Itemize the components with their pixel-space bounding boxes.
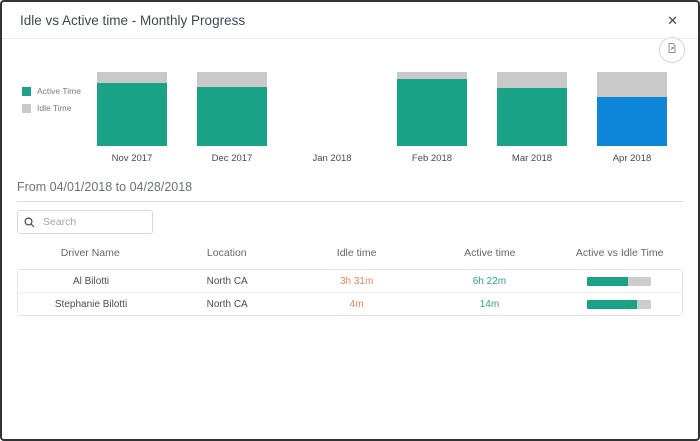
stacked-bar[interactable] xyxy=(197,72,267,146)
stacked-bar[interactable] xyxy=(597,72,667,146)
legend-item-active-time[interactable]: Active Time xyxy=(22,86,81,96)
active-vs-idle-cell xyxy=(556,299,682,309)
month-label: Mar 2018 xyxy=(511,153,553,164)
idle-time-segment[interactable] xyxy=(597,72,667,98)
close-icon[interactable]: ✕ xyxy=(667,12,678,28)
chart-legend: Active Time Idle Time xyxy=(22,86,81,120)
bar-group-dec-2017[interactable]: Dec 2017 xyxy=(182,72,282,164)
column-header-location: Location xyxy=(206,247,247,259)
stacked-bar xyxy=(297,72,367,146)
idle-time-segment[interactable] xyxy=(497,72,567,88)
month-label: Feb 2018 xyxy=(411,153,453,164)
monthly-progress-chart: Active Time Idle Time Nov 2017 Dec 2017 Ja… xyxy=(2,39,698,175)
stacked-bar[interactable] xyxy=(397,72,467,146)
idle-time-cell: 3h 31m xyxy=(339,275,374,287)
column-header-active-time: Active time xyxy=(464,247,516,259)
active-time-segment[interactable] xyxy=(397,78,467,146)
legend-label: Idle Time xyxy=(37,103,72,113)
bar-group-apr-2018[interactable]: Apr 2018 xyxy=(582,72,682,164)
month-label: Dec 2017 xyxy=(211,153,253,164)
table-header-row: Driver Name Location Idle time Active ti… xyxy=(17,245,683,261)
active-vs-idle-bar xyxy=(586,276,651,286)
search-box[interactable] xyxy=(17,210,153,234)
dialog-header: Idle vs Active time - Monthly Progress ✕ xyxy=(2,2,698,39)
active-time-segment[interactable] xyxy=(97,83,167,146)
column-header-idle-time: Idle time xyxy=(336,247,377,259)
driver-table: Al Bilotti North CA 3h 31m 6h 22m Stepha… xyxy=(17,269,683,316)
month-label: Nov 2017 xyxy=(111,153,153,164)
stacked-bar[interactable] xyxy=(497,72,567,146)
legend-label: Active Time xyxy=(37,86,81,96)
column-header-driver-name: Driver Name xyxy=(60,247,120,259)
bar-group-mar-2018[interactable]: Mar 2018 xyxy=(482,72,582,164)
table-row[interactable]: Stephanie Bilotti North CA 4m 14m xyxy=(18,292,682,315)
idle-time-cell: 4m xyxy=(349,298,364,310)
active-vs-idle-bar xyxy=(586,299,651,309)
export-report-button[interactable] xyxy=(659,37,685,63)
bar-group-nov-2017[interactable]: Nov 2017 xyxy=(82,72,182,164)
active-time-swatch xyxy=(22,86,31,96)
active-portion xyxy=(586,299,637,309)
idle-time-segment[interactable] xyxy=(97,72,167,84)
driver-name-cell: Al Bilotti xyxy=(72,275,110,287)
location-cell: North CA xyxy=(206,275,248,287)
active-time-segment[interactable] xyxy=(197,86,267,146)
driver-name-cell: Stephanie Bilotti xyxy=(54,298,128,310)
idle-time-segment[interactable] xyxy=(397,72,467,79)
column-header-active-vs-idle: Active vs Idle Time xyxy=(575,247,664,259)
month-label: Jan 2018 xyxy=(312,153,352,164)
search-input[interactable] xyxy=(41,215,146,229)
bar-group-jan-2018[interactable]: Jan 2018 xyxy=(282,72,382,164)
table-row[interactable]: Al Bilotti North CA 3h 31m 6h 22m xyxy=(18,270,682,292)
idle-time-swatch xyxy=(22,103,31,113)
month-label: Apr 2018 xyxy=(612,153,652,164)
active-time-segment-selected[interactable] xyxy=(597,97,667,146)
active-time-segment[interactable] xyxy=(497,87,567,146)
active-portion xyxy=(586,276,628,286)
active-time-cell: 14m xyxy=(479,298,500,310)
active-vs-idle-cell xyxy=(556,276,682,286)
stacked-bar[interactable] xyxy=(97,72,167,146)
idle-time-segment[interactable] xyxy=(197,72,267,87)
bar-group-feb-2018[interactable]: Feb 2018 xyxy=(382,72,482,164)
chart-bars: Nov 2017 Dec 2017 Jan 2018 Feb 2018 Mar 2018… xyxy=(82,72,682,164)
dialog-title: Idle vs Active time - Monthly Progress xyxy=(20,12,246,28)
active-time-cell: 6h 22m xyxy=(472,275,507,287)
location-cell: North CA xyxy=(206,298,248,310)
legend-item-idle-time[interactable]: Idle Time xyxy=(22,103,81,113)
search-icon xyxy=(24,216,35,228)
date-range-label: From 04/01/2018 to 04/28/2018 xyxy=(17,175,683,202)
export-report-icon xyxy=(666,41,678,59)
